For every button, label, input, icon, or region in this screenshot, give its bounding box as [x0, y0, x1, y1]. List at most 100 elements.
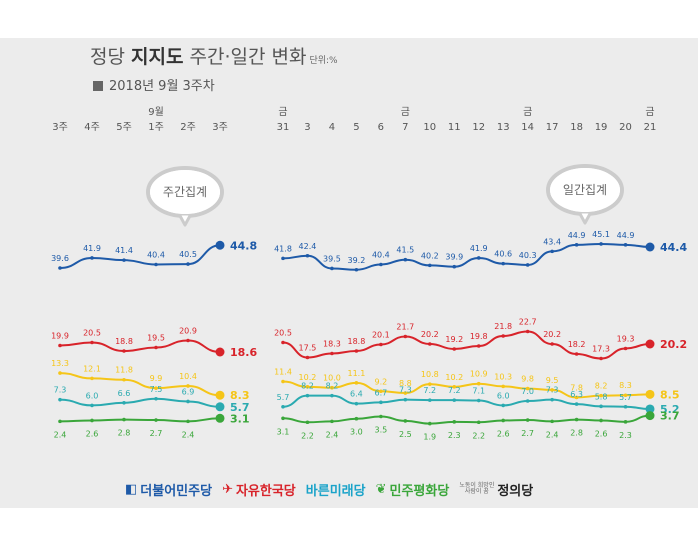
x-tick-label: 11 [448, 122, 461, 133]
data-label: 39.2 [347, 256, 365, 265]
data-point [476, 420, 481, 425]
x-tick-label: 3주 [52, 122, 68, 133]
page-title: 정당 지지도 주간·일간 변화 단위:% [90, 42, 338, 69]
data-label: 5.8 [595, 392, 608, 401]
data-point [122, 349, 126, 353]
data-point [501, 334, 506, 338]
data-point [330, 351, 334, 356]
subtitle-text: 2018년 9월 3주차 [109, 79, 215, 94]
data-label: 11.8 [115, 366, 133, 375]
x-tick-label: 21 [644, 122, 657, 133]
party-logo-icon: ❦ [375, 481, 387, 497]
series-line-justice [59, 417, 221, 423]
x-tick-label: 5 [353, 122, 359, 133]
data-label: 2.7 [521, 429, 534, 438]
data-point [122, 258, 126, 262]
series-line-minjoo [59, 244, 221, 269]
last-value-label: 8.3 [230, 389, 250, 402]
data-point [452, 398, 457, 402]
series-line-mirae [59, 372, 221, 397]
x-top-label: 금 [401, 106, 410, 118]
x-tick-label: 4 [329, 122, 335, 133]
data-label: 2.4 [326, 430, 339, 439]
data-point [58, 371, 62, 375]
data-point [215, 240, 225, 250]
data-point [379, 342, 383, 347]
x-top-label: 금 [523, 106, 532, 118]
data-label: 10.0 [323, 374, 341, 383]
data-point [623, 404, 628, 409]
data-point [452, 420, 457, 424]
series-line-justice [282, 414, 651, 425]
data-point [501, 261, 506, 266]
data-label: 39.9 [445, 253, 463, 262]
data-point [154, 262, 158, 267]
data-point [305, 253, 310, 258]
data-label: 20.5 [274, 329, 292, 338]
legend-item-justice: 노동이 희망인 사람이 꿈 정의당 [459, 480, 533, 499]
data-label: 2.5 [399, 430, 412, 439]
data-point [428, 342, 432, 346]
series-line-liberty [282, 330, 651, 360]
data-point [379, 389, 383, 394]
data-point [428, 263, 432, 268]
data-point [525, 418, 530, 422]
data-label: 8.2 [326, 382, 339, 391]
party-name: 정의당 [497, 483, 534, 499]
data-point [403, 419, 408, 423]
data-label: 2.7 [150, 429, 163, 438]
data-label: 7.2 [448, 386, 461, 395]
data-point [599, 418, 603, 423]
data-label: 2.6 [595, 429, 608, 438]
x-top-label: 금 [278, 106, 287, 118]
x-tick-label: 12 [472, 122, 485, 133]
last-value-label: 3.7 [660, 410, 680, 423]
data-point [186, 399, 190, 404]
last-value-label: 3.1 [230, 412, 250, 425]
data-label: 20.2 [543, 330, 561, 339]
data-point [379, 414, 383, 419]
data-label: 6.0 [86, 391, 99, 400]
x-tick-label: 3 [304, 122, 310, 133]
data-label: 7.5 [150, 385, 163, 394]
data-point [574, 395, 579, 400]
data-point [186, 384, 190, 388]
data-point [550, 397, 554, 402]
data-point [501, 418, 506, 423]
legend-item-mirae: 바른미래당 [306, 480, 366, 499]
data-label: 9.5 [546, 376, 559, 385]
data-point [354, 416, 359, 421]
data-label: 9.2 [374, 377, 387, 386]
data-label: 7.3 [546, 386, 559, 395]
data-label: 3.1 [277, 427, 290, 436]
series-line-minjoo [282, 242, 651, 271]
data-point [354, 267, 359, 272]
data-label: 7.2 [423, 386, 436, 395]
data-label: 2.2 [301, 431, 314, 440]
data-label: 10.2 [299, 373, 317, 382]
last-value-label: 44.8 [230, 239, 257, 252]
data-point [525, 263, 530, 267]
data-point [525, 386, 530, 391]
data-label: 13.3 [51, 359, 69, 368]
x-tick-label: 10 [423, 122, 436, 133]
data-label: 41.4 [115, 246, 133, 255]
data-label: 10.4 [179, 372, 197, 381]
data-point [501, 403, 506, 408]
x-tick-label: 2주 [180, 122, 196, 133]
data-label: 10.9 [470, 370, 488, 379]
x-tick-label: 5주 [116, 122, 132, 133]
data-label: 2.6 [497, 429, 510, 438]
data-point [623, 346, 628, 351]
x-tick-label: 1주 [148, 122, 164, 133]
data-label: 41.5 [396, 246, 414, 255]
data-point [403, 397, 408, 402]
data-label: 40.2 [421, 251, 439, 260]
data-label: 21.8 [494, 322, 512, 331]
data-label: 7.3 [399, 386, 412, 395]
x-top-label: 금 [645, 106, 654, 118]
data-point [623, 393, 628, 398]
legend-item-peace: ❦ 민주평화당 [376, 480, 450, 499]
data-point [281, 379, 285, 384]
data-point [281, 256, 285, 261]
